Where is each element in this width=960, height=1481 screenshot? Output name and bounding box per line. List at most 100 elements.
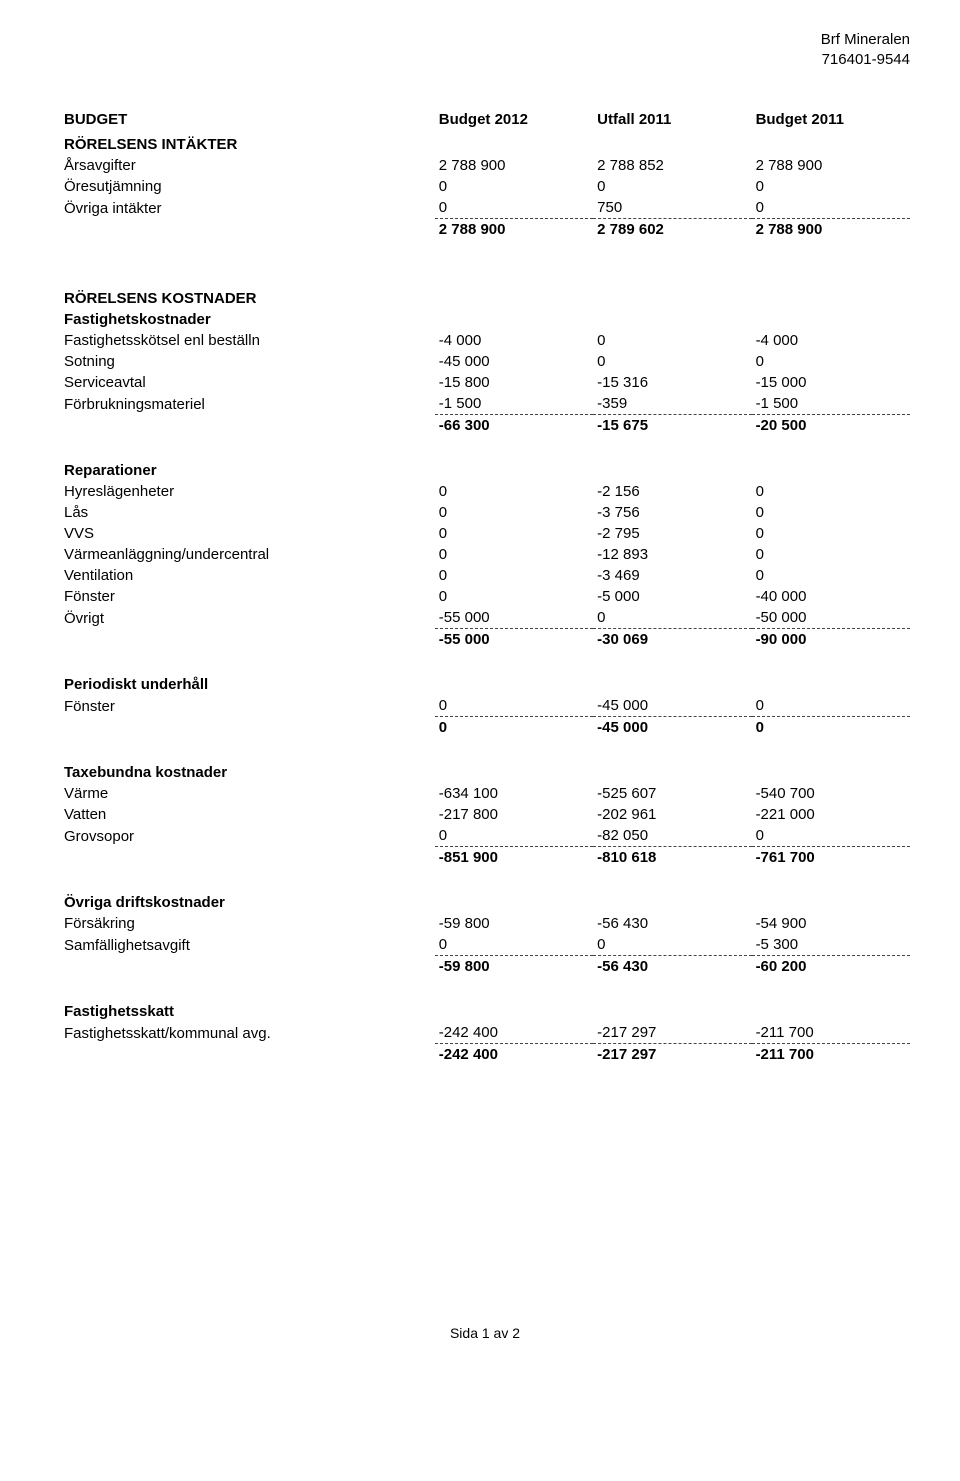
table-row: Värmeanläggning/undercentral 0 -12 893 0 — [60, 544, 910, 565]
cell: -45 000 — [593, 695, 751, 717]
sum-cell: 0 — [435, 717, 593, 739]
cell: 0 — [752, 523, 910, 544]
cell: 0 — [435, 544, 593, 565]
section-heading-row: Taxebundna kostnader — [60, 762, 910, 783]
row-label: Hyreslägenheter — [60, 481, 435, 502]
sum-row: -66 300 -15 675 -20 500 — [60, 415, 910, 437]
cell: 0 — [435, 523, 593, 544]
cell: -3 756 — [593, 502, 751, 523]
section-heading: Reparationer — [60, 460, 435, 481]
col-budget-2011: Budget 2011 — [752, 109, 910, 134]
table-row: Sotning -45 000 0 0 — [60, 351, 910, 372]
page: Brf Mineralen 716401-9544 BUDGET Budget … — [0, 0, 960, 1481]
table-row: Samfällighetsavgift 0 0 -5 300 — [60, 934, 910, 956]
table-row: Fastighetsskatt/kommunal avg. -242 400 -… — [60, 1022, 910, 1044]
section-heading-row: Fastighetskostnader — [60, 309, 910, 330]
sum-cell: 0 — [752, 717, 910, 739]
sum-cell: -851 900 — [435, 847, 593, 869]
row-label: Fastighetsskötsel enl beställn — [60, 330, 435, 351]
table-row: Försäkring -59 800 -56 430 -54 900 — [60, 913, 910, 934]
cell: 0 — [593, 607, 751, 629]
table-row: Fönster 0 -45 000 0 — [60, 695, 910, 717]
cell: -221 000 — [752, 804, 910, 825]
cell: 0 — [435, 502, 593, 523]
cell: -3 469 — [593, 565, 751, 586]
section-heading-row: Övriga driftskostnader — [60, 892, 910, 913]
cell: 2 788 900 — [752, 155, 910, 176]
sum-cell: -56 430 — [593, 956, 751, 978]
cell: -1 500 — [435, 393, 593, 415]
sum-cell: -66 300 — [435, 415, 593, 437]
cell: -4 000 — [752, 330, 910, 351]
table-row: Fönster 0 -5 000 -40 000 — [60, 586, 910, 607]
row-label: Fönster — [60, 695, 435, 717]
sum-cell: -30 069 — [593, 629, 751, 651]
row-label: Serviceavtal — [60, 372, 435, 393]
cell: 0 — [752, 544, 910, 565]
cell: -5 300 — [752, 934, 910, 956]
cell: -217 800 — [435, 804, 593, 825]
cell: -525 607 — [593, 783, 751, 804]
org-number: 716401-9544 — [60, 50, 910, 70]
cell: 0 — [752, 481, 910, 502]
sum-cell: -55 000 — [435, 629, 593, 651]
cell: 0 — [752, 176, 910, 197]
section-heading-row: Periodiskt underhåll — [60, 674, 910, 695]
page-footer: Sida 1 av 2 — [60, 1325, 910, 1371]
section-heading-row: RÖRELSENS INTÄKTER — [60, 134, 910, 155]
table-row: Värme -634 100 -525 607 -540 700 — [60, 783, 910, 804]
table-row: Fastighetsskötsel enl beställn -4 000 0 … — [60, 330, 910, 351]
cell: -45 000 — [435, 351, 593, 372]
row-label: Vatten — [60, 804, 435, 825]
row-label: Lås — [60, 502, 435, 523]
sum-row: -55 000 -30 069 -90 000 — [60, 629, 910, 651]
sum-cell: 2 788 900 — [752, 219, 910, 241]
section-heading: Fastighetsskatt — [60, 1001, 435, 1022]
sum-cell: 2 789 602 — [593, 219, 751, 241]
cell: -59 800 — [435, 913, 593, 934]
cell: 2 788 852 — [593, 155, 751, 176]
cell: 0 — [435, 825, 593, 847]
row-label: VVS — [60, 523, 435, 544]
cell: 0 — [752, 825, 910, 847]
sum-cell: -242 400 — [435, 1044, 593, 1066]
row-label: Värmeanläggning/undercentral — [60, 544, 435, 565]
cell: 0 — [435, 695, 593, 717]
row-label: Samfällighetsavgift — [60, 934, 435, 956]
sum-cell: -15 675 — [593, 415, 751, 437]
cell: 0 — [435, 934, 593, 956]
cell: 0 — [435, 176, 593, 197]
org-name: Brf Mineralen — [60, 30, 910, 50]
cell: 0 — [435, 565, 593, 586]
table-row: Vatten -217 800 -202 961 -221 000 — [60, 804, 910, 825]
cell: -12 893 — [593, 544, 751, 565]
row-label: Ventilation — [60, 565, 435, 586]
cell: 0 — [752, 197, 910, 219]
cell: 0 — [752, 502, 910, 523]
section-heading-row: Reparationer — [60, 460, 910, 481]
section-heading: Periodiskt underhåll — [60, 674, 435, 695]
table-row: Förbrukningsmateriel -1 500 -359 -1 500 — [60, 393, 910, 415]
cell: -540 700 — [752, 783, 910, 804]
cell: -15 800 — [435, 372, 593, 393]
document-header: Brf Mineralen 716401-9544 — [60, 30, 910, 69]
sum-cell: -59 800 — [435, 956, 593, 978]
sum-cell: -217 297 — [593, 1044, 751, 1066]
row-label: Värme — [60, 783, 435, 804]
table-row: Hyreslägenheter 0 -2 156 0 — [60, 481, 910, 502]
cell: -1 500 — [752, 393, 910, 415]
cell: 0 — [435, 586, 593, 607]
table-row: VVS 0 -2 795 0 — [60, 523, 910, 544]
row-label: Försäkring — [60, 913, 435, 934]
section-heading: Taxebundna kostnader — [60, 762, 435, 783]
table-row: Årsavgifter 2 788 900 2 788 852 2 788 90… — [60, 155, 910, 176]
section-heading-row: Fastighetsskatt — [60, 1001, 910, 1022]
section-heading: Övriga driftskostnader — [60, 892, 435, 913]
sum-cell: -211 700 — [752, 1044, 910, 1066]
sum-row: -59 800 -56 430 -60 200 — [60, 956, 910, 978]
cell: 0 — [593, 934, 751, 956]
sum-row: 2 788 900 2 789 602 2 788 900 — [60, 219, 910, 241]
cell: 750 — [593, 197, 751, 219]
page-number: Sida 1 av 2 — [450, 1325, 520, 1341]
cell: -202 961 — [593, 804, 751, 825]
